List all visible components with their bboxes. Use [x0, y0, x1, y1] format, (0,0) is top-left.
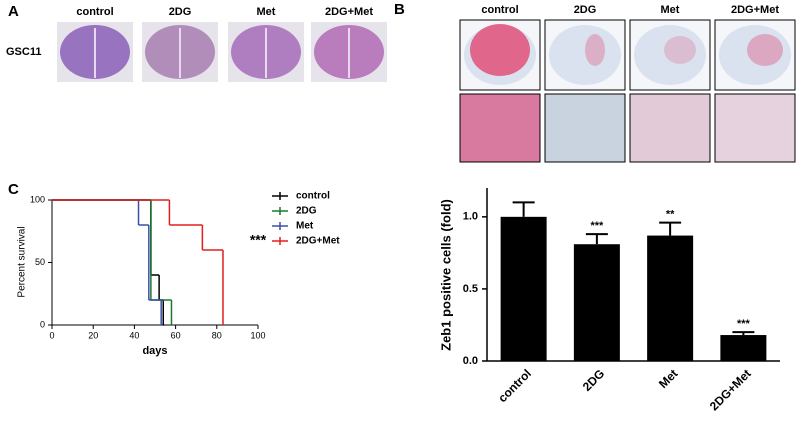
- panel-label: A: [8, 3, 19, 20]
- stain-region: [664, 36, 696, 64]
- bar: [720, 335, 767, 361]
- brain-section: [719, 25, 791, 85]
- y-tick-label: 1.0: [463, 211, 478, 223]
- panel-label: C: [8, 181, 19, 198]
- x-tick-label: 60: [171, 330, 181, 340]
- x-tick-label: 100: [250, 330, 265, 340]
- image-frame: [544, 93, 626, 163]
- stain-region: [747, 34, 783, 66]
- significance-label: **: [666, 209, 675, 221]
- legend-label: Met: [296, 221, 314, 232]
- column-label: control: [481, 4, 518, 16]
- image-frame: [459, 93, 541, 163]
- x-tick-label: 40: [129, 330, 139, 340]
- x-tick-label: 0: [49, 330, 54, 340]
- significance-label: ***: [590, 220, 604, 232]
- x-axis-label: days: [142, 345, 167, 357]
- brain-section: [634, 25, 706, 85]
- column-label: Met: [661, 4, 680, 16]
- column-label: 2DG: [169, 6, 192, 18]
- y-tick-label: 0.0: [463, 355, 478, 367]
- bar: [573, 244, 620, 361]
- panel-label: B: [394, 1, 405, 18]
- x-tick-label: 80: [212, 330, 222, 340]
- image-frame: [629, 93, 711, 163]
- bar: [647, 235, 694, 361]
- column-label: 2DG: [574, 4, 597, 16]
- image-frame: [714, 93, 796, 163]
- y-axis-label: Zeb1 positive cells (fold): [438, 199, 453, 351]
- bar: [500, 216, 547, 361]
- column-label: 2DG+Met: [731, 4, 779, 16]
- annotation: ***: [250, 232, 267, 248]
- column-label: Met: [257, 6, 276, 18]
- stain-region: [470, 24, 530, 76]
- stain-region: [585, 34, 605, 66]
- y-tick-label: 0.5: [463, 283, 478, 295]
- y-tick-label: 0: [40, 319, 45, 329]
- legend-label: control: [296, 191, 330, 202]
- significance-label: ***: [737, 318, 751, 330]
- x-tick-label: 2DG+Met: [707, 366, 754, 413]
- x-tick-label: 20: [88, 330, 98, 340]
- x-tick-label: Met: [656, 366, 681, 391]
- x-tick-label: 2DG: [580, 366, 607, 393]
- x-tick-label: control: [495, 366, 534, 405]
- column-label: control: [76, 6, 113, 18]
- brain-section: [549, 25, 621, 85]
- column-label: 2DG+Met: [325, 6, 373, 18]
- y-tick-label: 100: [30, 194, 45, 204]
- legend-label: 2DG: [296, 206, 317, 217]
- y-tick-label: 50: [35, 257, 45, 267]
- legend-label: 2DG+Met: [296, 236, 340, 247]
- row-label: GSC11: [6, 46, 41, 58]
- y-axis-label: Percent survival: [17, 226, 28, 297]
